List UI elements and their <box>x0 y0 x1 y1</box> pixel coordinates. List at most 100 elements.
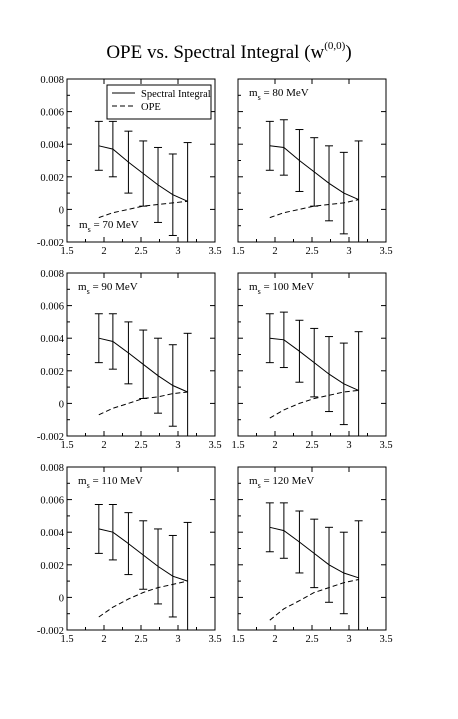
x-tick-label: 3 <box>346 440 351 451</box>
chart-title-superscript: (0,0) <box>324 40 345 52</box>
panel-label-rest: = 120 MeV <box>261 475 315 487</box>
x-tick-label: 3.5 <box>208 246 221 257</box>
panel-label: ms = 70 MeV <box>79 219 139 234</box>
panel-label-m: m <box>78 281 87 293</box>
x-tick-label: 2 <box>101 440 106 451</box>
ope-line <box>269 389 359 419</box>
legend-box <box>106 84 212 120</box>
panel-label-m: m <box>249 475 258 487</box>
chart-title-main: OPE vs. Spectral Integral (w <box>106 42 324 63</box>
panel-label-m: m <box>78 475 87 487</box>
x-tick-label: 3 <box>175 440 180 451</box>
y-tick-label: 0 <box>59 593 64 604</box>
x-tick-label: 1.5 <box>231 246 244 257</box>
panel-label-sub: s <box>258 93 261 102</box>
x-tick-label: 2 <box>272 246 277 257</box>
x-tick-label: 3 <box>346 634 351 645</box>
panel-data-group <box>265 502 363 630</box>
x-tick-label: 3 <box>175 634 180 645</box>
y-tick-label: 0.002 <box>40 367 64 378</box>
panel-data-group <box>94 503 192 630</box>
y-tick-label: 0.006 <box>40 302 64 313</box>
panel-label-rest: = 70 MeV <box>91 219 139 231</box>
x-tick-label: 1.5 <box>231 634 244 645</box>
legend: Spectral Integral OPE <box>106 84 212 120</box>
chart-title: OPE vs. Spectral Integral (w(0,0)) <box>106 40 351 63</box>
chart-title-close: ) <box>345 42 351 63</box>
x-tick-label: 2.5 <box>305 634 318 645</box>
panel-label: ms = 80 MeV <box>249 87 309 102</box>
panel-data-group <box>265 119 363 242</box>
x-tick-label: 3.5 <box>379 634 392 645</box>
y-tick-label: 0.006 <box>40 496 64 507</box>
panel-label-rest: = 90 MeV <box>90 281 138 293</box>
panel-data-group <box>94 313 192 436</box>
y-tick-label: 0.002 <box>40 173 64 184</box>
panel-label: ms = 90 MeV <box>78 281 138 296</box>
x-tick-label: 3 <box>175 246 180 257</box>
x-tick-label: 2 <box>101 246 106 257</box>
panel-label-sub: s <box>258 481 261 490</box>
panel-label: ms = 110 MeV <box>78 475 143 490</box>
panel-frame <box>237 466 387 631</box>
panel-1: 1.5 2 2.5 3 3.5 -0.002 0 0.002 0.004 0.006 0.008 ms… <box>37 75 222 257</box>
x-tick-label: 2.5 <box>134 440 147 451</box>
panel-2: 1.5 2 2.5 3 3.5 ms = 80 MeV <box>231 78 393 257</box>
ope-line <box>98 200 188 219</box>
x-tick-label: 2.5 <box>134 634 147 645</box>
x-tick-label: 2 <box>272 440 277 451</box>
panel-label-m: m <box>249 281 258 293</box>
panel-frame <box>66 466 216 631</box>
y-tick-label: 0.002 <box>40 561 64 572</box>
x-tick-label: 1.5 <box>60 634 73 645</box>
y-tick-label: -0.002 <box>37 626 64 637</box>
panel-label: ms = 100 MeV <box>249 281 314 296</box>
panel-frame <box>237 272 387 437</box>
panel-data-group <box>265 311 363 436</box>
panel-label-rest: = 110 MeV <box>90 475 143 487</box>
x-tick-label: 2.5 <box>134 246 147 257</box>
y-tick-label: 0.004 <box>40 140 64 151</box>
y-tick-label: 0.006 <box>40 108 64 119</box>
ope-line <box>98 580 188 618</box>
panel-4: 1.5 2 2.5 3 3.5 ms = 100 MeV <box>231 272 393 451</box>
x-tick-label: 3.5 <box>379 440 392 451</box>
panels-group: 1.5 2 2.5 3 3.5-0.00200.0020.0040.0060.008ms… <box>37 75 393 645</box>
x-tick-label: 3.5 <box>208 634 221 645</box>
x-tick-label: 2 <box>101 634 106 645</box>
panel-label-sub: s <box>88 225 91 234</box>
panel-frame <box>66 272 216 437</box>
x-tick-label: 3.5 <box>208 440 221 451</box>
y-tick-label: -0.002 <box>37 432 64 443</box>
y-tick-label: 0.004 <box>40 528 64 539</box>
y-tick-label: -0.002 <box>37 238 64 249</box>
x-tick-label: 2.5 <box>305 246 318 257</box>
panel-3: 1.5 2 2.5 3 3.5 -0.002 0 0.002 0.004 0.006 0.008 ms… <box>37 269 222 451</box>
ope-line <box>269 579 359 621</box>
panel-6: 1.5 2 2.5 3 3.5 ms = 120 MeV <box>231 466 393 645</box>
panel-data-group <box>94 120 192 242</box>
panel-frame <box>237 78 387 243</box>
x-tick-label: 1.5 <box>60 440 73 451</box>
y-tick-label: 0.008 <box>40 463 64 474</box>
y-tick-label: 0.008 <box>40 75 64 86</box>
x-tick-label: 3 <box>346 246 351 257</box>
panel-label-rest: = 100 MeV <box>261 281 315 293</box>
panel-label-sub: s <box>258 287 261 296</box>
panel-label-rest: = 80 MeV <box>261 87 309 99</box>
panel-label-sub: s <box>87 287 90 296</box>
ope-line <box>269 199 359 219</box>
x-tick-label: 1.5 <box>231 440 244 451</box>
y-tick-label: 0.008 <box>40 269 64 280</box>
panel-5: 1.5 2 2.5 3 3.5 -0.002 0 0.002 0.004 0.006 0.008 ms… <box>37 463 222 645</box>
x-tick-label: 1.5 <box>60 246 73 257</box>
y-tick-label: 0.004 <box>40 334 64 345</box>
legend-entry-label: Spectral Integral <box>141 89 211 100</box>
x-tick-label: 3.5 <box>379 246 392 257</box>
y-tick-label: 0 <box>59 399 64 410</box>
y-tick-label: 0 <box>59 205 64 216</box>
panel-label: ms = 120 MeV <box>249 475 314 490</box>
x-tick-label: 2 <box>272 634 277 645</box>
